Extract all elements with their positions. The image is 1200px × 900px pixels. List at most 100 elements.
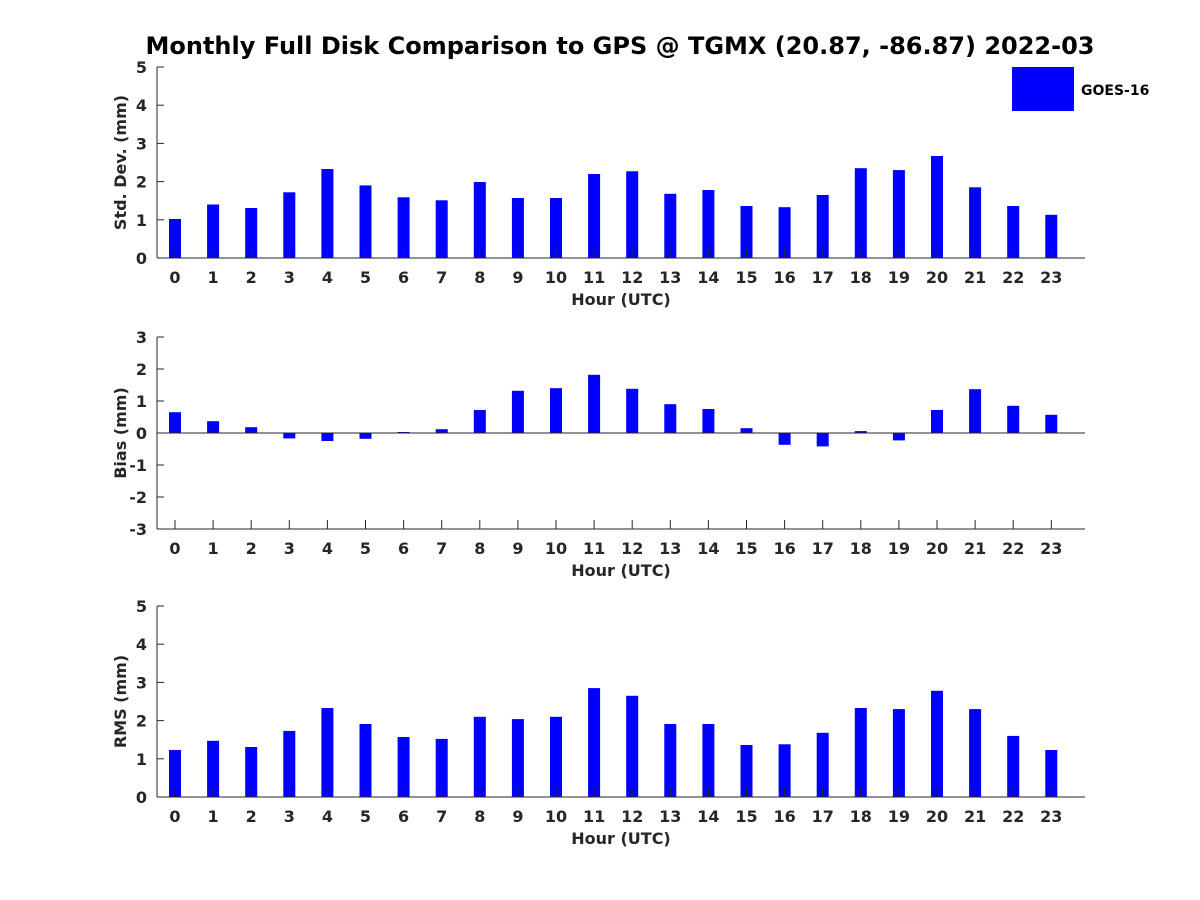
rms-bar-hour-6 xyxy=(397,737,410,797)
rms-bar-hour-12 xyxy=(626,695,639,797)
std-dev-bar-hour-21 xyxy=(969,187,982,258)
rms-x-tick-label: 18 xyxy=(850,807,872,826)
std-dev-bar-hour-20 xyxy=(931,156,943,258)
rms-x-tick-label: 11 xyxy=(583,807,605,826)
rms-x-tick-label: 1 xyxy=(208,807,219,826)
bias-x-tick-label: 0 xyxy=(169,539,180,558)
std-dev-bar-hour-0 xyxy=(169,219,181,258)
bias-bar-hour-0 xyxy=(169,412,181,433)
std-dev-bar-hour-18 xyxy=(854,168,867,258)
bias-x-tick-labels: 0 1 2 3 4 5 6 7 8 9 10 11 12 13 14 15 16 17 18 19 20 21 22 23 xyxy=(169,539,1062,558)
bias-x-tick-label: 17 xyxy=(812,539,834,558)
rms-bar-hour-11 xyxy=(588,688,601,797)
rms-x-tick-label: 12 xyxy=(621,807,643,826)
std-dev-x-tick-label: 10 xyxy=(545,268,567,287)
bias-bar-hour-12 xyxy=(626,388,639,433)
std-dev-x-tick-label: 4 xyxy=(322,268,333,287)
std-dev-y-tick-label: 2 xyxy=(136,173,147,192)
std-dev-x-tick-label: 11 xyxy=(583,268,605,287)
rms-bar-hour-7 xyxy=(435,738,448,797)
bias-bar-hour-22 xyxy=(1007,405,1020,433)
rms-bar-hour-15 xyxy=(740,745,753,797)
rms-y-tick-label: 4 xyxy=(136,635,147,654)
std-dev-x-tick-label: 23 xyxy=(1040,268,1062,287)
bias-y-tick-label: 3 xyxy=(136,328,147,347)
std-dev-x-tick-label: 1 xyxy=(208,268,219,287)
rms-y-tick-labels: 0 1 2 3 4 5 xyxy=(136,597,147,807)
std-dev-x-tick-labels: 0 1 2 3 4 5 6 7 8 9 10 11 12 13 14 15 16 17 18 19 20 21 22 23 xyxy=(169,268,1062,287)
std-dev-y-tick-label: 1 xyxy=(136,211,147,230)
std-dev-x-tick-label: 12 xyxy=(621,268,643,287)
bias-bar-hour-2 xyxy=(245,427,258,433)
rms-y-tick-label: 5 xyxy=(136,597,147,616)
chart-title: Monthly Full Disk Comparison to GPS @ TG… xyxy=(146,32,1095,60)
std-dev-x-tick-label: 16 xyxy=(773,268,795,287)
bias-x-tick-label: 19 xyxy=(888,539,910,558)
std-dev-bar-hour-8 xyxy=(473,182,486,258)
std-dev-x-tick-label: 5 xyxy=(360,268,371,287)
std-dev-x-tick-label: 2 xyxy=(246,268,257,287)
bias-x-axis-label: Hour (UTC) xyxy=(571,561,671,580)
std-dev-bar-hour-11 xyxy=(588,174,601,258)
bias-bar-hour-4 xyxy=(321,433,334,441)
std-dev-bar-hour-4 xyxy=(321,169,334,258)
rms-x-tick-label: 23 xyxy=(1040,807,1062,826)
bias-bar-hour-17 xyxy=(816,433,829,447)
bias-x-tick-label: 7 xyxy=(436,539,447,558)
bias-x-tick-label: 2 xyxy=(246,539,257,558)
std-dev-x-tick-label: 3 xyxy=(284,268,295,287)
std-dev-y-tick-labels: 0 1 2 3 4 5 xyxy=(136,58,147,268)
bias-x-tick-label: 20 xyxy=(926,539,948,558)
std-dev-bar-hour-23 xyxy=(1045,214,1058,258)
std-dev-bar-hour-13 xyxy=(664,193,677,258)
bias-y-tick-label: -2 xyxy=(129,488,147,507)
bias-bar-hour-16 xyxy=(778,433,791,445)
rms-bar-hour-8 xyxy=(473,716,486,797)
bias-bar-hour-7 xyxy=(435,429,448,433)
std-dev-y-tick-label: 3 xyxy=(136,134,147,153)
rms-x-tick-label: 2 xyxy=(246,807,257,826)
bias-bar-hour-5 xyxy=(359,433,372,439)
std-dev-bar-hour-2 xyxy=(245,208,258,258)
rms-bars xyxy=(169,688,1058,797)
std-dev-x-tick-label: 22 xyxy=(1002,268,1024,287)
rms-bar-hour-18 xyxy=(854,708,867,797)
rms-x-tick-labels: 0 1 2 3 4 5 6 7 8 9 10 11 12 13 14 15 16 17 18 19 20 21 22 23 xyxy=(169,807,1062,826)
std-dev-bar-hour-1 xyxy=(207,204,220,258)
std-dev-bars xyxy=(169,156,1058,258)
bias-x-tick-label: 21 xyxy=(964,539,986,558)
rms-x-tick-label: 6 xyxy=(398,807,409,826)
rms-x-tick-label: 15 xyxy=(735,807,757,826)
bias-x-tick-label: 16 xyxy=(773,539,795,558)
bias-bar-hour-14 xyxy=(702,409,715,433)
std-dev-x-tick-label: 17 xyxy=(812,268,834,287)
std-dev-x-tick-label: 0 xyxy=(169,268,180,287)
std-dev-y-axis-label: Std. Dev. (mm) xyxy=(111,95,130,230)
bias-x-tick-label: 15 xyxy=(735,539,757,558)
rms-bar-hour-19 xyxy=(892,709,905,797)
rms-axes xyxy=(156,605,1085,798)
rms-x-tick-label: 3 xyxy=(284,807,295,826)
std-dev-x-tick-label: 15 xyxy=(735,268,757,287)
rms-x-tick-label: 14 xyxy=(697,807,719,826)
rms-bar-hour-20 xyxy=(931,690,943,797)
std-dev-bar-hour-17 xyxy=(816,195,829,258)
rms-y-tick-label: 0 xyxy=(136,788,147,807)
std-dev-y-tick-label: 5 xyxy=(136,58,147,77)
bias-x-tick-label: 14 xyxy=(697,539,719,558)
std-dev-bar-hour-19 xyxy=(892,170,905,258)
bias-bar-hour-1 xyxy=(207,421,220,433)
bias-y-tick-labels: -3 -2 -1 0 1 2 3 xyxy=(129,328,147,539)
rms-x-tick-label: 19 xyxy=(888,807,910,826)
bias-bar-hour-3 xyxy=(283,433,296,439)
bias-x-tick-label: 13 xyxy=(659,539,681,558)
rms-x-tick-label: 10 xyxy=(545,807,567,826)
rms-bar-hour-3 xyxy=(283,730,296,797)
rms-bar-hour-2 xyxy=(245,747,258,797)
std-dev-y-tick-label: 0 xyxy=(136,249,147,268)
std-dev-x-tick-label: 21 xyxy=(964,268,986,287)
bias-bar-hour-11 xyxy=(588,374,601,433)
